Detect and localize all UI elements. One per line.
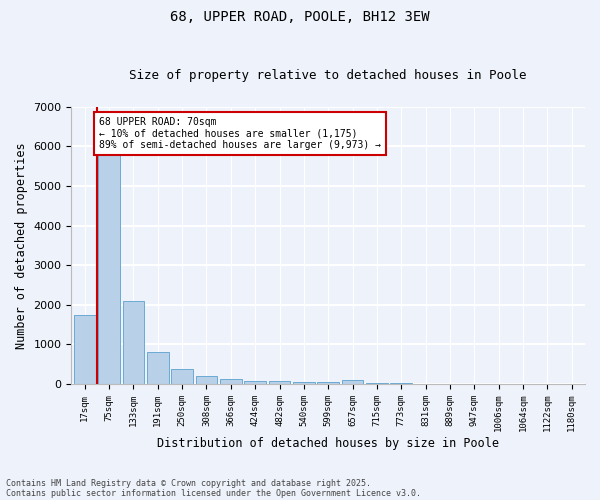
X-axis label: Distribution of detached houses by size in Poole: Distribution of detached houses by size …: [157, 437, 499, 450]
Text: 68 UPPER ROAD: 70sqm
← 10% of detached houses are smaller (1,175)
89% of semi-de: 68 UPPER ROAD: 70sqm ← 10% of detached h…: [99, 116, 381, 150]
Bar: [171, 369, 193, 384]
Text: Contains public sector information licensed under the Open Government Licence v3: Contains public sector information licen…: [6, 488, 421, 498]
Bar: [74, 315, 96, 384]
Bar: [98, 152, 120, 384]
Title: Size of property relative to detached houses in Poole: Size of property relative to detached ho…: [130, 69, 527, 82]
Bar: [317, 382, 339, 384]
Bar: [366, 383, 388, 384]
Bar: [147, 352, 169, 384]
Bar: [196, 376, 217, 384]
Bar: [244, 381, 266, 384]
Bar: [122, 301, 145, 384]
Text: 68, UPPER ROAD, POOLE, BH12 3EW: 68, UPPER ROAD, POOLE, BH12 3EW: [170, 10, 430, 24]
Bar: [269, 381, 290, 384]
Text: Contains HM Land Registry data © Crown copyright and database right 2025.: Contains HM Land Registry data © Crown c…: [6, 478, 371, 488]
Bar: [220, 380, 242, 384]
Bar: [293, 382, 315, 384]
Bar: [341, 380, 364, 384]
Y-axis label: Number of detached properties: Number of detached properties: [15, 142, 28, 349]
